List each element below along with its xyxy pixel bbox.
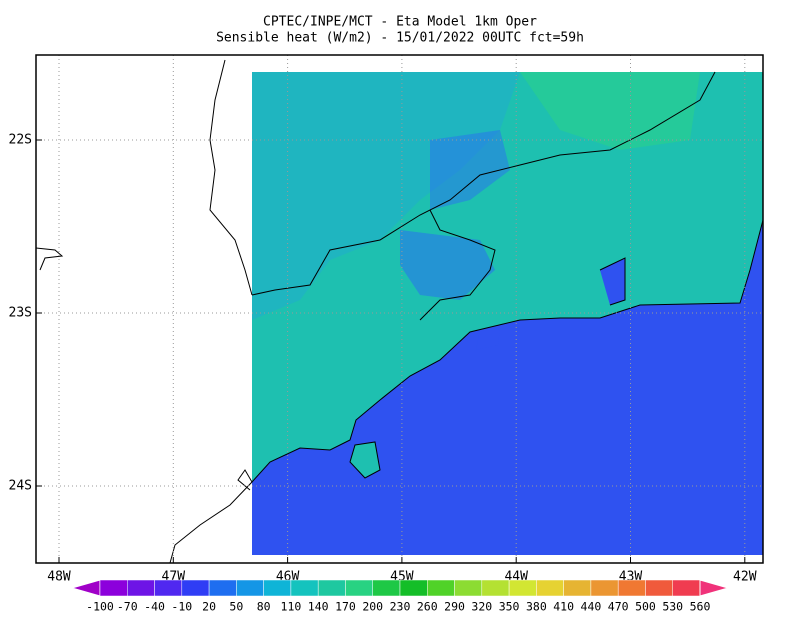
colorbar-swatch <box>672 579 701 597</box>
lat-label: 22S <box>9 133 32 148</box>
state-border <box>209 59 253 296</box>
colorbar-label: 140 <box>308 600 329 614</box>
colorbar-swatch <box>617 579 646 597</box>
colorbar-swatch <box>345 579 373 597</box>
colorbar-label: -70 <box>117 600 138 614</box>
colorbar-swatch <box>290 579 319 597</box>
colorbar-label: 20 <box>202 600 216 614</box>
coastline <box>169 469 253 564</box>
title-line: Sensible heat (W/m2) - 15/01/2022 00UTC … <box>216 31 584 46</box>
colorbar-swatch <box>236 579 264 597</box>
plot-frame <box>35 54 764 564</box>
land-shading <box>252 72 520 320</box>
colorbar-swatch <box>481 579 510 597</box>
title-line: CPTEC/INPE/MCT - Eta Model 1km Oper <box>263 15 537 30</box>
colorbar-label: 470 <box>608 600 629 614</box>
colorbar-swatch <box>590 579 619 597</box>
lon-label: 42W <box>733 570 757 585</box>
colorbar-label: 560 <box>690 600 711 614</box>
coastline <box>599 257 626 306</box>
colorbar-label: 290 <box>444 600 465 614</box>
state-border <box>419 209 496 321</box>
colorbar-label: 110 <box>281 600 302 614</box>
colorbar-label: 170 <box>335 600 356 614</box>
colorbar-swatch <box>563 579 592 597</box>
land-shading <box>400 230 495 300</box>
colorbar: -100 -70 -40 -10 20 50 80 110 140 170 200 230 260 290… <box>70 579 730 614</box>
colorbar-label: -100 <box>86 600 114 614</box>
colorbar-swatch <box>372 579 401 597</box>
colorbar-swatch <box>508 579 537 597</box>
colorbar-swatch <box>154 579 183 597</box>
colorbar-swatch <box>99 579 128 597</box>
island <box>350 442 380 478</box>
land-shading <box>430 130 510 210</box>
colorbar-swatch <box>645 579 673 597</box>
colorbar-label: 260 <box>417 600 438 614</box>
colorbar-arrow <box>699 579 730 597</box>
colorbar-label: 350 <box>499 600 520 614</box>
colorbar-label: 530 <box>662 600 683 614</box>
grid <box>36 55 763 563</box>
colorbar-swatch <box>263 579 292 597</box>
colorbar-arrow <box>70 579 101 597</box>
colorbar-label: 200 <box>362 600 383 614</box>
colorbar-swatch <box>181 579 210 597</box>
coastline <box>349 441 381 479</box>
coastline <box>251 219 764 483</box>
colorbar-swatch <box>208 579 237 597</box>
colorbar-label: 80 <box>257 600 271 614</box>
land-shading <box>520 72 700 150</box>
lat-label: 24S <box>9 479 32 494</box>
colorbar-label: -40 <box>144 600 165 614</box>
colorbar-swatch <box>127 579 155 597</box>
colorbar-swatch <box>427 579 455 597</box>
lon-label: 48W <box>47 570 71 585</box>
colorbar-swatch <box>399 579 428 597</box>
state-border <box>251 71 716 296</box>
colorbar-label: -10 <box>171 600 192 614</box>
colorbar-swatch <box>536 579 564 597</box>
colorbar-swatch <box>317 579 346 597</box>
lat-label: 23S <box>9 306 32 321</box>
map-area <box>35 54 764 564</box>
bay <box>600 258 625 305</box>
colorbar-label: 380 <box>526 600 547 614</box>
colorbar-label: 500 <box>635 600 656 614</box>
state-border <box>35 247 64 271</box>
bay <box>476 328 500 350</box>
colorbar-swatch <box>454 579 483 597</box>
colorbar-label: 440 <box>581 600 602 614</box>
colorbar-label: 230 <box>390 600 411 614</box>
colorbar-label: 320 <box>471 600 492 614</box>
colorbar-label: 50 <box>229 600 243 614</box>
colorbar-label: 410 <box>553 600 574 614</box>
